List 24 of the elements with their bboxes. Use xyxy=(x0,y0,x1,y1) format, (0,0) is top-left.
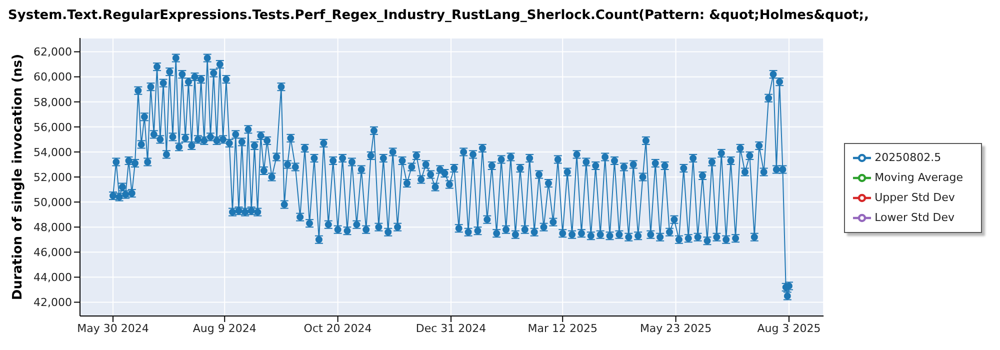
chart-title: System.Text.RegularExpressions.Tests.Perf_Regex_Industry_RustLang_Sherlock.Count(Pattern: &quot;Holmes&quot;, xyxy=(8,8,870,25)
y-tick-label: 46,000 xyxy=(34,246,72,260)
y-tick-label: 48,000 xyxy=(34,220,72,234)
legend-label: Upper Std Dev xyxy=(874,191,955,204)
x-tick-label: Aug 9 2024 xyxy=(192,322,256,335)
x-tick-label: Oct 20 2024 xyxy=(304,322,372,335)
y-axis-title: Duration of single invocation (ns) xyxy=(10,54,26,300)
legend-label: 20250802.5 xyxy=(874,151,942,164)
y-tick-label: 52,000 xyxy=(34,170,72,184)
y-tick-label: 44,000 xyxy=(34,271,72,284)
legend-label: Moving Average xyxy=(874,171,963,184)
y-tick-label: 60,000 xyxy=(34,70,72,84)
x-tick-label: Mar 12 2025 xyxy=(528,322,598,335)
y-tick-label: 54,000 xyxy=(34,146,72,159)
y-tick-label: 58,000 xyxy=(34,96,72,109)
x-tick-label: May 23 2025 xyxy=(640,322,712,335)
x-tick-label: Aug 3 2025 xyxy=(757,322,821,335)
x-tick-label: May 30 2024 xyxy=(77,322,149,335)
x-tick-label: Dec 31 2024 xyxy=(416,322,486,335)
legend-label: Lower Std Dev xyxy=(874,211,955,224)
y-tick-label: 42,000 xyxy=(34,296,72,310)
y-tick-label: 56,000 xyxy=(34,120,72,134)
y-tick-label: 62,000 xyxy=(34,46,72,59)
y-tick-label: 50,000 xyxy=(34,196,72,209)
